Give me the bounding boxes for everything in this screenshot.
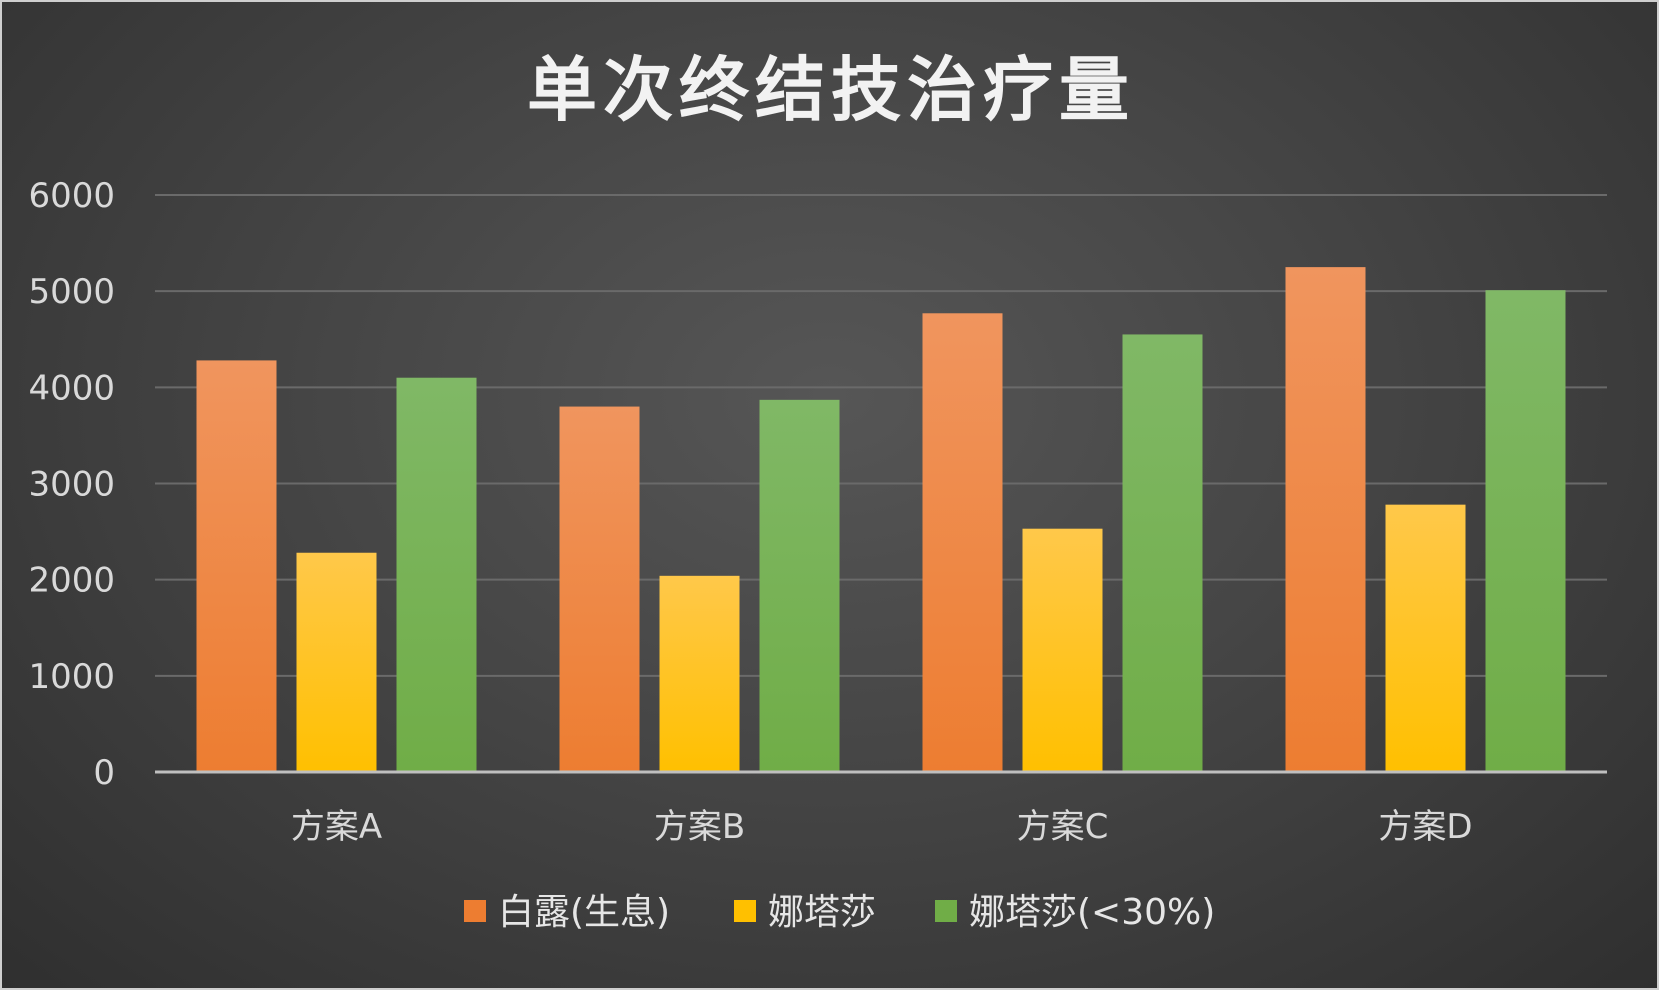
y-tick-label: 2000 bbox=[28, 561, 115, 601]
y-tick-label: 0 bbox=[93, 753, 115, 793]
x-category-label: 方案C bbox=[1017, 807, 1109, 847]
y-tick-label: 1000 bbox=[28, 657, 115, 697]
y-tick-label: 6000 bbox=[28, 176, 115, 216]
legend-swatch bbox=[464, 900, 486, 922]
legend-label: 白露(生息) bbox=[498, 892, 670, 933]
axes: 0 1000 2000 3000 4000 5000 6000 方案A 方案B 方案C 方案D bbox=[28, 176, 1607, 847]
legend-label: 娜塔莎 bbox=[768, 892, 876, 933]
chart-title: 单次终结技治疗量 bbox=[527, 49, 1135, 131]
bar-2-2 bbox=[1122, 334, 1203, 772]
bars bbox=[196, 267, 1566, 772]
bar-1-0 bbox=[559, 406, 640, 772]
bar-3-1 bbox=[1385, 504, 1466, 772]
bar-2-1 bbox=[1022, 528, 1103, 772]
x-category-label: 方案A bbox=[291, 807, 382, 847]
legend: 白露(生息) 娜塔莎 娜塔莎(<30%) bbox=[464, 892, 1215, 933]
bar-1-1 bbox=[659, 575, 740, 772]
legend-swatch bbox=[935, 900, 957, 922]
bar-0-1 bbox=[296, 552, 377, 772]
y-tick-label: 4000 bbox=[28, 368, 115, 408]
bar-0-2 bbox=[396, 377, 477, 772]
legend-label: 娜塔莎(<30%) bbox=[969, 892, 1215, 933]
bar-3-0 bbox=[1285, 267, 1366, 772]
bar-2-0 bbox=[922, 313, 1003, 772]
bar-3-2 bbox=[1485, 290, 1566, 772]
bar-0-0 bbox=[196, 360, 277, 772]
x-category-label: 方案D bbox=[1378, 807, 1472, 847]
x-category-label: 方案B bbox=[654, 807, 745, 847]
y-tick-label: 3000 bbox=[28, 465, 115, 505]
legend-swatch bbox=[734, 900, 756, 922]
bar-1-2 bbox=[759, 399, 840, 772]
y-tick-label: 5000 bbox=[28, 272, 115, 312]
